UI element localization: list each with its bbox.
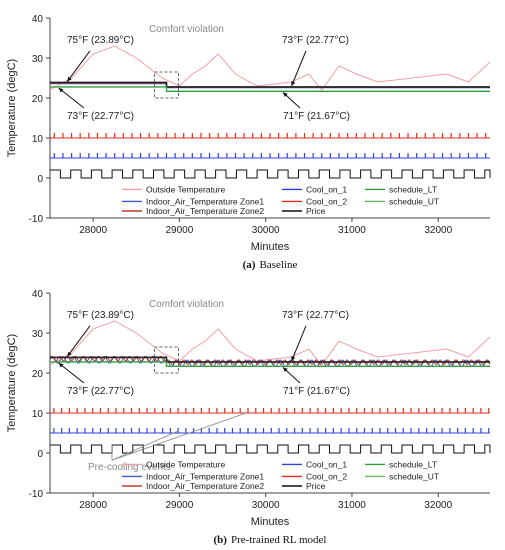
legend-entry: Price: [306, 206, 326, 216]
x-tick-label: 28000: [79, 500, 107, 511]
legend-entry: schedule_LT: [389, 184, 437, 194]
caption-label: (a): [243, 259, 256, 270]
precooling-label: Pre-cooling events: [88, 462, 171, 473]
legend-entry: Cool_on_2: [306, 196, 347, 206]
legend-entry: Cool_on_2: [306, 471, 347, 481]
y-axis-label: Temperature (degC): [6, 334, 18, 432]
legend-entry: Indoor_Air_Temperature Zone1: [146, 196, 264, 206]
arrow-upper-right: [291, 325, 307, 362]
y-tick-label: 0: [37, 449, 43, 460]
y-tick-label: 20: [32, 369, 44, 380]
precooling-arrow: [111, 412, 247, 461]
arrow-upper-left-head: [67, 351, 72, 357]
y-tick-label: 20: [32, 94, 44, 105]
arrow-upper-right-head: [291, 81, 296, 86]
x-tick-label: 31000: [338, 500, 366, 511]
y-tick-label: -10: [29, 214, 44, 225]
series-schedule-ut: [50, 356, 490, 363]
comfort-violation-label: Comfort violation: [149, 299, 224, 310]
x-axis-label: Minutes: [251, 241, 290, 253]
legend-entry: Outside Temperature: [146, 184, 225, 194]
arrow-upper-right-head: [291, 356, 296, 361]
x-axis-label: Minutes: [251, 516, 290, 528]
x-tick-label: 29000: [166, 500, 194, 511]
x-tick-label: 31000: [338, 225, 366, 236]
series-schedule-ut: [50, 81, 490, 88]
y-tick-label: -10: [29, 489, 44, 500]
figure-caption: (b) Pre-trained RL model: [214, 534, 327, 546]
legend-entry: schedule_UT: [389, 196, 439, 206]
y-tick-label: 30: [32, 329, 44, 340]
arrow-upper-left: [66, 50, 91, 82]
series-outside-temperature: [49, 45, 491, 91]
series-schedule-lt: [50, 361, 490, 368]
annotation-lower-right: 71°F (21.67°C): [283, 111, 350, 122]
y-tick-label: 10: [32, 134, 44, 145]
x-tick-label: 29000: [166, 225, 194, 236]
annotation-upper-left: 75°F (23.89°C): [67, 35, 134, 46]
y-tick-label: 0: [37, 174, 43, 185]
y-tick-label: 30: [32, 54, 44, 65]
legend-entry: schedule_UT: [389, 471, 439, 481]
precooling-arrow: [111, 430, 179, 461]
x-tick-label: 32000: [424, 500, 452, 511]
annotation-upper-right: 73°F (22.77°C): [282, 35, 349, 46]
arrow-upper-left-head: [67, 76, 72, 82]
caption-text: Baseline: [259, 259, 297, 270]
caption-label: (b): [214, 534, 228, 546]
series-price: [50, 169, 491, 179]
legend-entry: Indoor_Air_Temperature Zone2: [146, 481, 264, 491]
comfort-violation-label: Comfort violation: [149, 24, 224, 35]
legend-entry: Outside Temperature: [146, 459, 225, 469]
figure-caption: (a) Baseline: [243, 259, 298, 270]
comfort-violation-box: [153, 346, 179, 374]
arrow-lower-left: [58, 87, 85, 109]
x-tick-label: 30000: [252, 225, 280, 236]
arrow-lower-left-head: [58, 363, 64, 368]
annotation-upper-left: 75°F (23.89°C): [67, 310, 134, 321]
comfort-violation-box: [153, 71, 179, 99]
series-price: [50, 444, 491, 454]
legend-entry: Cool_on_1: [306, 459, 347, 469]
legend-entry: schedule_LT: [389, 459, 437, 469]
series-schedule-lt: [50, 86, 490, 93]
x-tick-label: 28000: [79, 225, 107, 236]
annotation-upper-right: 73°F (22.77°C): [282, 310, 349, 321]
x-tick-label: 32000: [424, 225, 452, 236]
arrow-upper-right: [291, 50, 307, 87]
series-outside-temperature: [49, 320, 491, 366]
chart-panel-a: -10 0 10 20 30 40 28000 29000 30000 31000 32000 Min…: [6, 14, 491, 270]
annotation-lower-left: 73°F (22.77°C): [67, 111, 134, 122]
y-tick-label: 10: [32, 409, 44, 420]
arrow-lower-right-head: [282, 367, 288, 372]
y-tick-label: 40: [32, 289, 44, 300]
x-tick-label: 30000: [252, 500, 280, 511]
arrow-upper-left: [66, 325, 91, 357]
legend-entry: Indoor_Air_Temperature Zone1: [146, 471, 264, 481]
legend-entry: Indoor_Air_Temperature Zone2: [146, 206, 264, 216]
annotation-lower-right: 71°F (21.67°C): [283, 386, 350, 397]
legend-entry: Price: [306, 481, 326, 491]
y-tick-label: 40: [32, 14, 44, 25]
legend-entry: Cool_on_1: [306, 184, 347, 194]
annotation-lower-left: 73°F (22.77°C): [67, 386, 134, 397]
caption-text: Pre-trained RL model: [231, 534, 327, 546]
chart-panel-b: -10 0 10 20 30 40 28000 29000 30000 31000 32000 Min…: [6, 289, 491, 546]
arrow-lower-right-head: [282, 92, 288, 97]
arrow-lower-left: [58, 362, 85, 384]
arrow-lower-left-head: [58, 88, 64, 93]
y-axis-label: Temperature (degC): [6, 59, 18, 157]
